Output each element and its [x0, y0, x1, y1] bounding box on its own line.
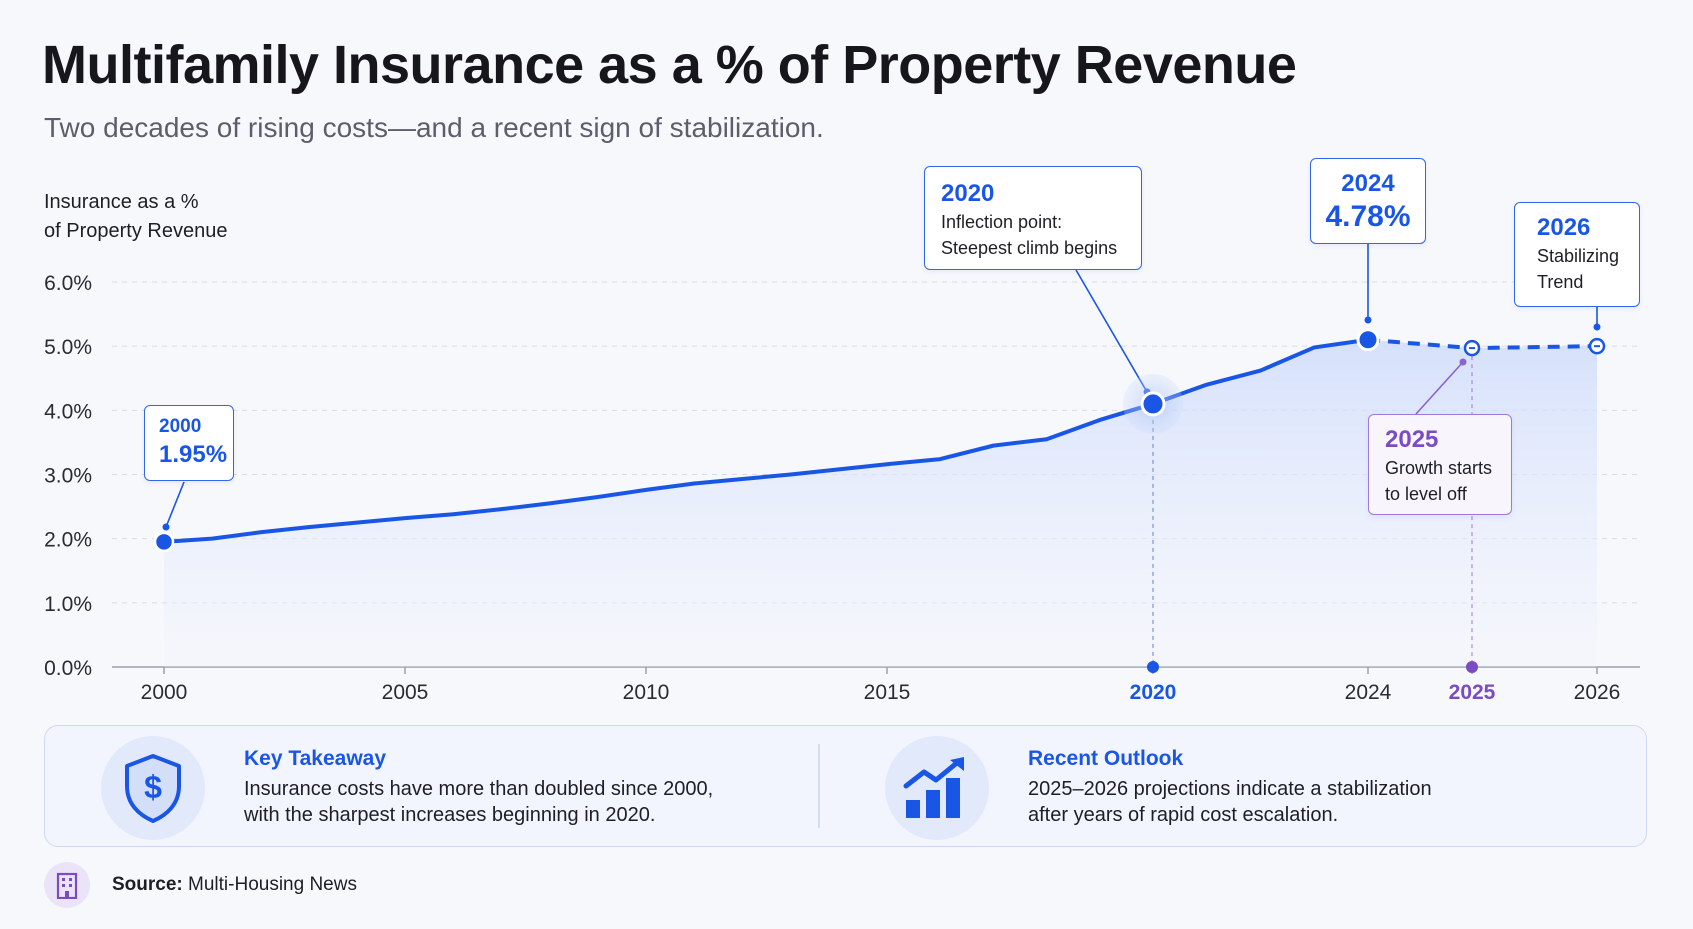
annotation-2000-year: 2000	[159, 416, 202, 437]
leader-2025-dot	[1459, 358, 1467, 366]
annotation-2020-year: 2020	[941, 180, 995, 207]
leader-2025	[1415, 361, 1464, 415]
annotation-2020-line2: Steepest climb begins	[941, 238, 1118, 258]
annotation-2025-line2: to level off	[1385, 484, 1467, 504]
annotation-2026: 2026 Stabilizing Trend	[1514, 202, 1640, 307]
x-tick-label: 2010	[623, 681, 670, 704]
annotation-2025-line1: Growth starts	[1385, 458, 1493, 478]
leader-2026-dot	[1593, 323, 1601, 331]
y-axis-label-line2: of Property Revenue	[44, 220, 228, 242]
axis-marker-2020	[1147, 661, 1159, 673]
recent-outlook-line1: 2025–2026 projections indicate a stabili…	[1028, 778, 1432, 800]
annotation-2020: 2020 Inflection point: Steepest climb be…	[924, 166, 1142, 270]
annotation-2026-line2: Trend	[1537, 272, 1584, 292]
annotation-2025: 2025 Growth starts to level off	[1368, 414, 1512, 515]
annotation-2000: 2000 1.95%	[144, 405, 234, 481]
y-tick-label: 6.0%	[44, 272, 92, 295]
y-axis-label: Insurance as a % of Property Revenue	[44, 188, 227, 246]
leader-2020	[1075, 269, 1148, 393]
annotation-2024-value: 4.78%	[1325, 200, 1411, 233]
annotation-2000-value: 1.95%	[159, 441, 228, 468]
takeaways-panel: $ Key Takeaway Insurance costs have more…	[44, 725, 1647, 847]
key-takeaway-body: Insurance costs have more than doubled s…	[244, 776, 713, 828]
key-takeaway-line2: with the sharpest increases beginning in…	[244, 804, 656, 826]
x-tick-label: 2025	[1449, 681, 1496, 704]
y-tick-label: 1.0%	[44, 593, 92, 616]
y-tick-label: 0.0%	[44, 657, 92, 680]
source-note: Source: Multi-Housing News	[112, 874, 357, 896]
annotation-2020-line1: Inflection point:	[941, 212, 1063, 232]
svg-text:$: $	[144, 769, 162, 805]
annotation-2024: 2024 4.78%	[1310, 158, 1426, 244]
point-2024	[1356, 328, 1380, 352]
axis-marker-2025	[1466, 661, 1478, 673]
y-tick-label: 3.0%	[44, 465, 92, 488]
y-tick-label: 5.0%	[44, 336, 92, 359]
leader-2000-dot	[162, 523, 170, 531]
source-label: Source:	[112, 874, 183, 895]
building-icon	[44, 862, 90, 908]
area-fill	[164, 339, 1597, 667]
point-2020	[1140, 391, 1166, 417]
source-text: Multi-Housing News	[188, 874, 357, 895]
takeaways-divider	[818, 744, 820, 828]
recent-outlook-line2: after years of rapid cost escalation.	[1028, 804, 1339, 826]
x-tick-label: 2015	[864, 681, 911, 704]
annotation-2024-year: 2024	[1341, 170, 1395, 197]
x-tick-label: 2005	[382, 681, 429, 704]
y-tick-label: 2.0%	[44, 529, 92, 552]
key-takeaway-heading: Key Takeaway	[244, 747, 387, 770]
recent-outlook-body: 2025–2026 projections indicate a stabili…	[1028, 776, 1432, 828]
leader-2000	[165, 481, 185, 528]
x-tick-label: 2000	[141, 681, 188, 704]
annotation-2025-year: 2025	[1385, 426, 1439, 453]
bar-chart-up-icon	[885, 736, 989, 840]
recent-outlook-heading: Recent Outlook	[1028, 747, 1184, 770]
x-tick-label: 2020	[1130, 681, 1177, 704]
chart-title: Multifamily Insurance as a % of Property…	[42, 35, 1297, 95]
shield-dollar-icon: $	[101, 736, 205, 840]
x-tick-label: 2024	[1345, 681, 1392, 704]
y-axis-label-line1: Insurance as a %	[44, 191, 199, 213]
annotation-2026-year: 2026	[1537, 214, 1591, 241]
leader-2024-dot	[1364, 316, 1372, 324]
y-tick-label: 4.0%	[44, 400, 92, 423]
point-2000	[153, 531, 175, 553]
x-tick-label: 2026	[1574, 681, 1621, 704]
chart-subtitle: Two decades of rising costs—and a recent…	[44, 112, 824, 143]
annotation-2026-line1: Stabilizing	[1537, 246, 1620, 266]
key-takeaway-line1: Insurance costs have more than doubled s…	[244, 778, 714, 800]
